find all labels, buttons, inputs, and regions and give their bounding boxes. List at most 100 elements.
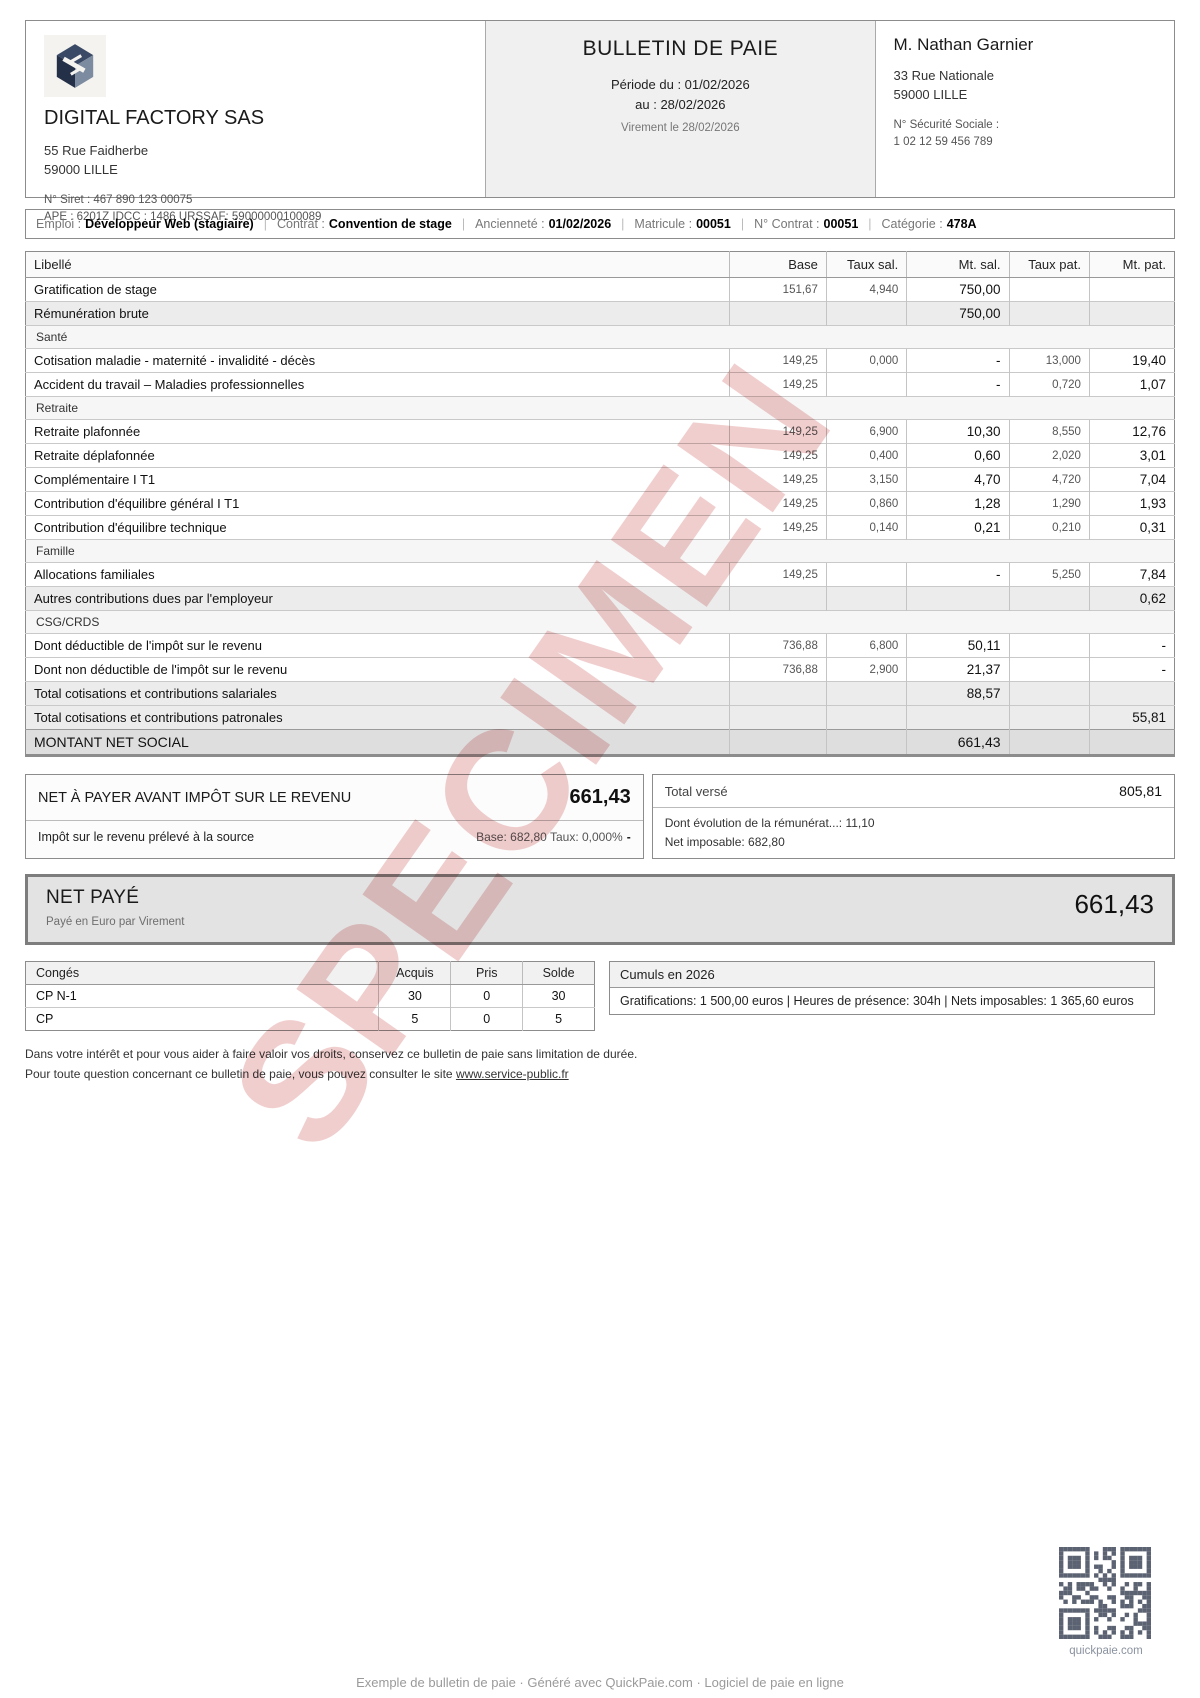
header: DIGITAL FACTORY SAS 55 Rue Faidherbe 590… [25, 20, 1175, 223]
cell-mt-sal: - [906, 348, 1010, 373]
cell-mt-sal: 21,37 [906, 657, 1010, 682]
pay-period-to: au : 28/02/2026 [635, 96, 726, 112]
employment-item: Emploi : Développeur Web (stagiaire) [36, 217, 254, 231]
row-label: Accident du travail – Maladies professio… [25, 372, 730, 397]
pay-period: Période du : 01/02/2026 au : 28/02/2026 [486, 75, 874, 114]
cell-base: 149,25 [729, 562, 827, 587]
legal-note-line2-text: Pour toute question concernant ce bullet… [25, 1066, 456, 1081]
cell-mt-sal: - [906, 372, 1010, 397]
cell-taux-sal [825, 586, 907, 611]
row-label: Retraite plafonnée [25, 419, 730, 444]
section-row: Santé [25, 325, 1175, 349]
table-row: Complémentaire I T1 149,25 3,150 4,70 4,720 7… [25, 467, 1175, 492]
cell-base [729, 586, 827, 611]
cell-taux-pat: 0,720 [1008, 372, 1090, 397]
row-label: Allocations familiales [25, 562, 730, 587]
section-label: CSG/CRDS [25, 610, 1175, 634]
cell-mt-pat: 12,76 [1088, 419, 1175, 444]
cell-taux-pat: 0,210 [1008, 515, 1090, 540]
table-row: Rémunération brute 750,00 [25, 301, 1175, 326]
employment-item-value: 01/02/2026 [548, 217, 612, 231]
net-before-tax-box: NET À PAYER AVANT IMPÔT SUR LE REVENU 66… [25, 774, 644, 860]
col-header-mt-pat: Mt. pat. [1088, 251, 1175, 278]
totals-box: Total versé 805,81 Dont évolution de la … [651, 774, 1175, 860]
section-label: Retraite [25, 396, 1175, 420]
cell-taux-pat: 1,290 [1008, 491, 1090, 516]
cell-base [729, 705, 827, 730]
withholding-detail: Base: 682,80 Taux: 0,000% - [476, 830, 631, 844]
company-address: 55 Rue Faidherbe 59000 LILLE [44, 142, 467, 180]
pay-table: Libellé Base Taux sal. Mt. sal. Taux pat… [25, 251, 1175, 757]
leave-col-acquis: Acquis [378, 961, 451, 986]
leave-header-row: Congés Acquis Pris Solde [25, 961, 595, 986]
taxable-line: Net imposable: 682,80 [664, 835, 785, 850]
cell-mt-sal: 750,00 [906, 301, 1010, 326]
withholding-row: Impôt sur le revenu prélevé à la source … [26, 821, 643, 853]
cell-mt-pat: - [1088, 633, 1175, 658]
cell-mt-pat: 0,31 [1088, 515, 1175, 540]
total-paid-value: 805,81 [1119, 783, 1162, 799]
cell-taux-pat: 2,020 [1008, 443, 1090, 468]
row-label: Contribution d'équilibre général I T1 [25, 491, 730, 516]
leave-table: Congés Acquis Pris Solde CP N-1 30 0 30 CP 5 0… [25, 961, 595, 1032]
employee-address: 33 Rue Nationale 59000 LILLE [894, 67, 1157, 105]
cell-taux-pat [1008, 301, 1090, 326]
employment-item-label: Contrat : [276, 217, 325, 231]
cell-mt-sal: 0,21 [906, 515, 1010, 540]
net-before-tax-value: 661,43 [569, 786, 631, 808]
cell-taux-sal [825, 372, 907, 397]
cell-mt-sal: 1,28 [906, 491, 1010, 516]
leave-and-cumuls: Congés Acquis Pris Solde CP N-1 30 0 30 CP 5 0… [25, 961, 1175, 1032]
employment-item: Ancienneté :01/02/2026 [475, 217, 611, 231]
cell-taux-pat [1008, 657, 1090, 682]
employee-address-line2: 59000 LILLE [893, 86, 968, 102]
section-label: Famille [25, 539, 1175, 563]
company-address-line1: 55 Rue Faidherbe [44, 143, 149, 158]
employment-item-label: Catégorie : [881, 217, 943, 231]
cell-base: 736,88 [729, 657, 827, 682]
cell-taux-pat [1008, 705, 1090, 730]
col-header-base: Base [729, 251, 827, 278]
cumuls-header: Cumuls en 2026 [610, 962, 1154, 989]
company-siret: N° Siret : 467 890 123 00075 [44, 193, 193, 206]
cell-base [729, 729, 827, 756]
employment-item-value: 00051 [696, 217, 731, 231]
net-summary-section: NET À PAYER AVANT IMPÔT SUR LE REVENU 66… [25, 774, 1175, 860]
employment-item-label: Matricule : [634, 217, 693, 231]
cell-base: 149,25 [729, 419, 827, 444]
cell-taux-sal: 3,150 [825, 467, 907, 492]
service-public-link[interactable]: www.service-public.fr [455, 1066, 569, 1081]
row-label: Dont non déductible de l'impôt sur le re… [25, 657, 730, 682]
cell-mt-pat: 3,01 [1088, 443, 1175, 468]
employment-item-value: 00051 [823, 217, 859, 231]
col-header-taux-sal: Taux sal. [825, 251, 907, 278]
cell-mt-sal: 4,70 [906, 467, 1010, 492]
cell-base: 736,88 [729, 633, 827, 658]
company-name: DIGITAL FACTORY SAS [44, 107, 265, 129]
cell-mt-pat: 1,93 [1088, 491, 1175, 516]
evolution-line: Dont évolution de la rémunérat...: 11,10 [664, 816, 875, 830]
cell-mt-pat: 19,40 [1088, 348, 1175, 373]
cell-mt-pat: 0,62 [1088, 586, 1175, 611]
payment-date: Virement le 28/02/2026 [620, 122, 740, 134]
qr-caption: quickpaie.com [1069, 1645, 1143, 1657]
cell-mt-pat: 7,04 [1088, 467, 1175, 492]
net-before-tax-label: NET À PAYER AVANT IMPÔT SUR LE REVENU [38, 789, 352, 806]
employment-separator: | [868, 217, 872, 231]
cell-taux-sal [825, 705, 907, 730]
cell-mt-pat [1088, 729, 1175, 756]
cell-mt-pat [1088, 277, 1175, 302]
col-header-mt-sal: Mt. sal. [906, 251, 1010, 278]
employment-separator: | [461, 217, 466, 231]
table-row: Contribution d'équilibre général I T1 149… [25, 491, 1175, 516]
leave-label: CP [25, 1007, 379, 1031]
cell-mt-sal: 88,57 [906, 681, 1010, 706]
cell-taux-sal: 0,400 [825, 443, 907, 468]
cell-taux-sal [825, 301, 907, 326]
cell-mt-sal: 661,43 [906, 729, 1010, 756]
cell-taux-pat [1008, 681, 1090, 706]
employment-item-value: Convention de stage [328, 217, 452, 231]
leave-col-conges: Congés [25, 961, 379, 986]
employment-item-value: 478A [946, 217, 977, 231]
leave-acquis: 30 [378, 984, 451, 1008]
